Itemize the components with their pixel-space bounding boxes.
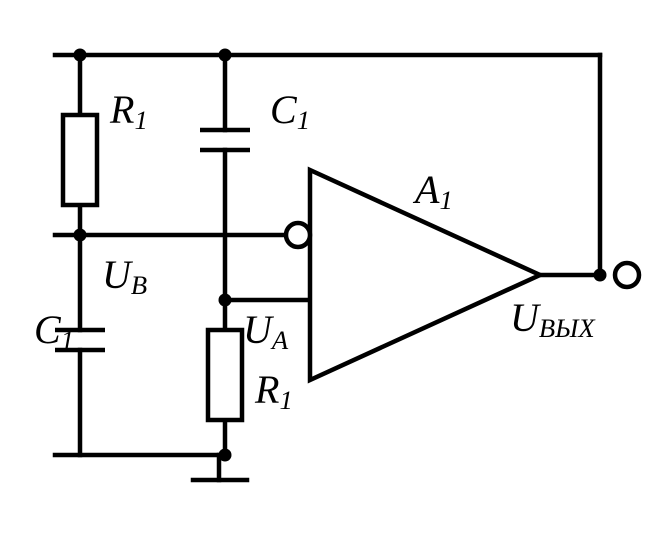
label-u-out: UВЫХ: [510, 298, 595, 338]
label-a1: A1: [415, 170, 453, 210]
label-u-a: UA: [243, 310, 288, 350]
schematic-svg: [0, 0, 653, 534]
label-u-b: UB: [102, 255, 147, 295]
label-r1-bottom: R1: [255, 370, 293, 410]
label-c1-top: C1: [270, 90, 310, 130]
label-c1-bottom: C1: [34, 310, 74, 350]
label-r1-top: R1: [110, 90, 148, 130]
